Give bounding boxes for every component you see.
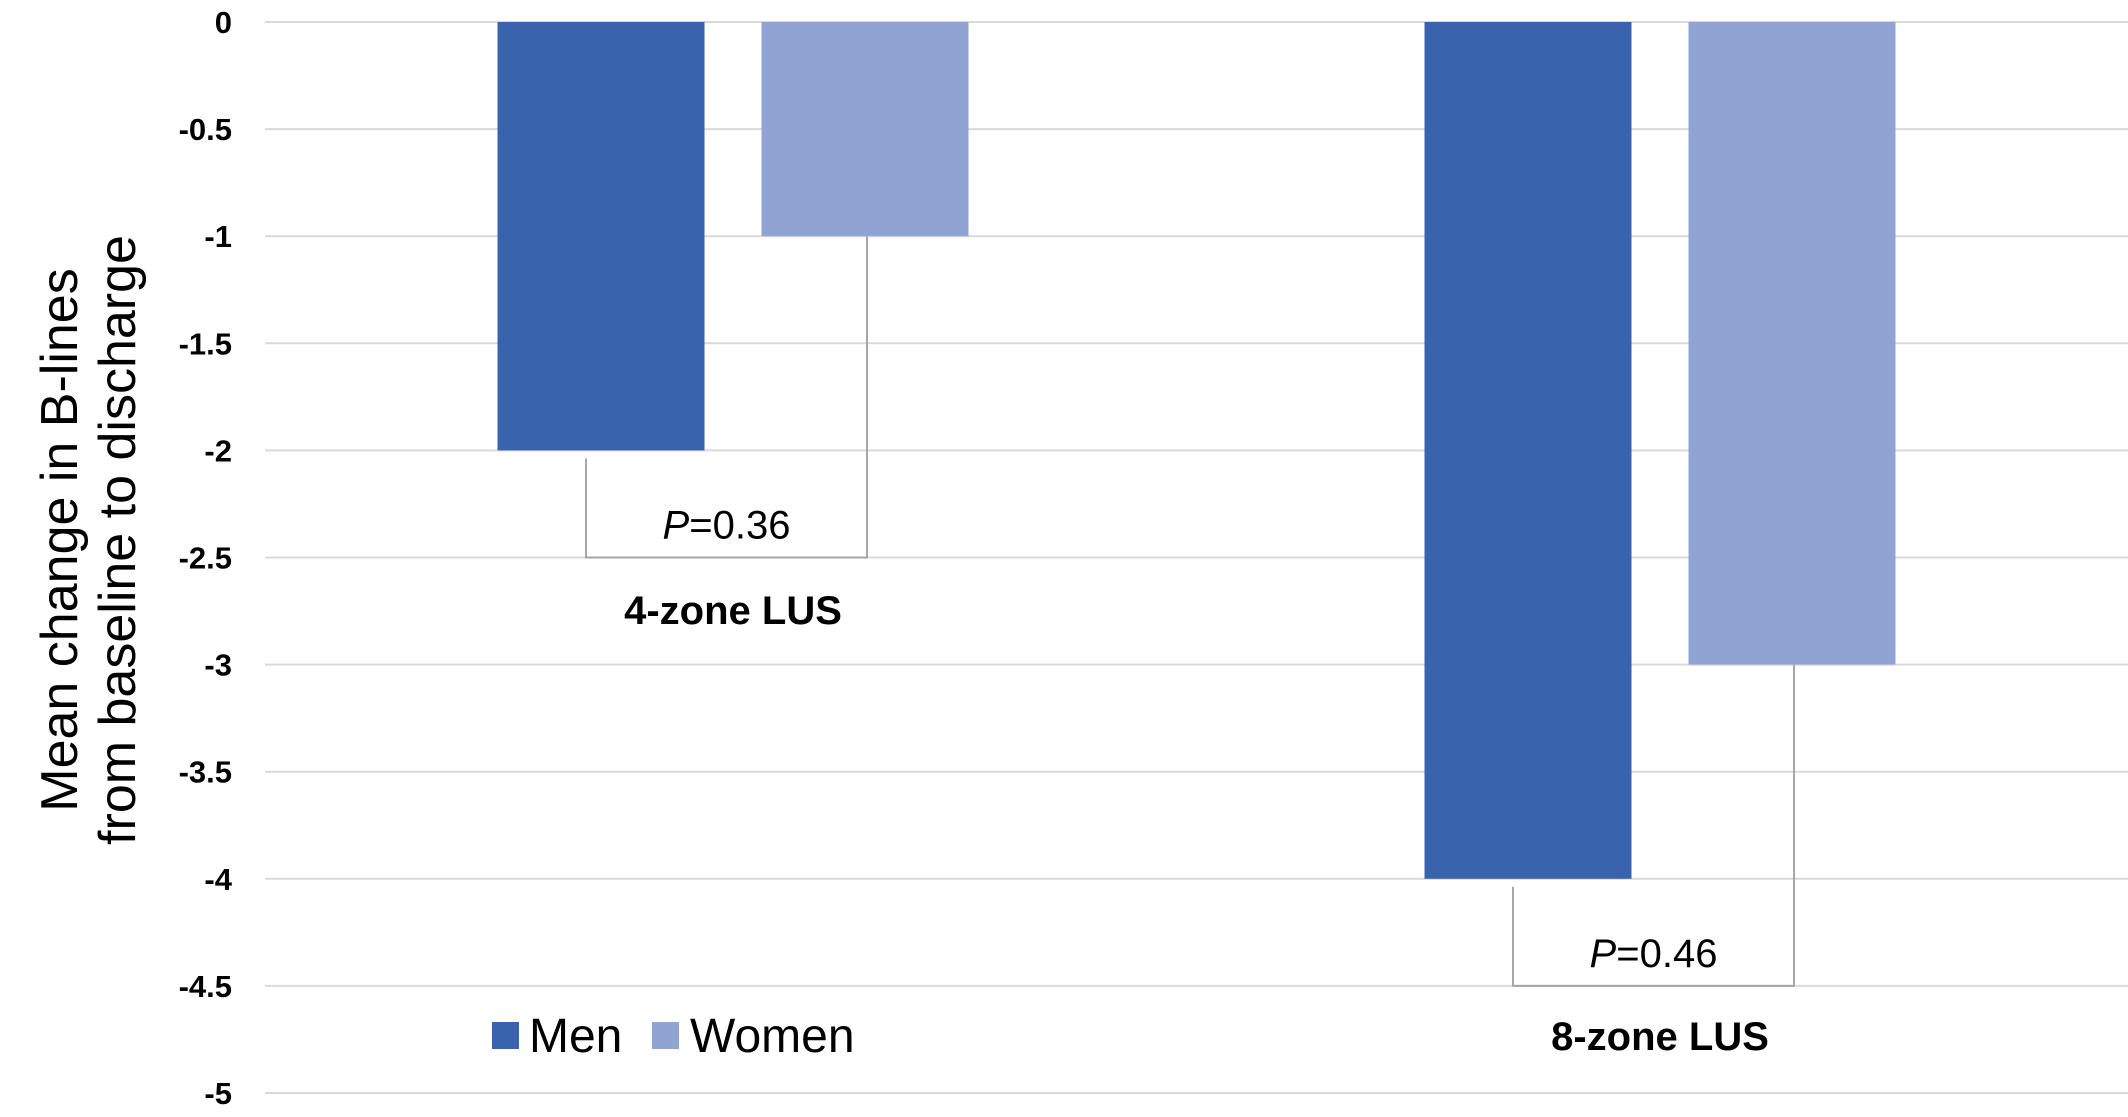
bar-women-1 <box>761 22 969 237</box>
legend-label-men: Men <box>529 1010 622 1063</box>
y-tick-label: -3 <box>204 648 232 683</box>
category-labels: 4-zone LUS 8-zone LUS <box>624 589 1769 1059</box>
p-value-label: P=0.36 <box>663 504 791 548</box>
y-tick-label: -2 <box>204 433 232 468</box>
bar-women-2 <box>1688 22 1896 665</box>
y-axis-title: Mean change in B-lines from baseline to d… <box>31 235 147 845</box>
category-label: 4-zone LUS <box>624 589 842 633</box>
bar-men-1 <box>497 22 705 451</box>
y-tick-label: -4.5 <box>179 969 232 1004</box>
legend-swatch-men <box>492 1022 519 1049</box>
y-tick-label: -3.5 <box>179 755 232 790</box>
bars <box>497 22 1896 879</box>
p-value-bracket <box>585 236 868 559</box>
p-value-bracket <box>1512 664 1795 987</box>
y-axis-title-line: Mean change in B-lines <box>31 268 89 811</box>
legend: Men Women <box>492 1010 855 1063</box>
y-tick-label: -4 <box>204 862 232 897</box>
y-tick-labels: 0 -0.5 -1 -1.5 -2 -2.5 -3 -3.5 -4 -4.5 -5 <box>179 5 233 1111</box>
p-letter: P <box>663 504 690 548</box>
p-value: =0.36 <box>689 504 790 548</box>
y-axis-title-line: from baseline to discharge <box>89 235 147 845</box>
y-tick-label: -1.5 <box>179 326 232 361</box>
p-value-label: P=0.46 <box>1590 932 1718 976</box>
legend-swatch-women <box>652 1022 679 1049</box>
legend-label-women: Women <box>690 1010 855 1063</box>
p-letter: P <box>1590 932 1617 976</box>
y-tick-label: -5 <box>204 1076 232 1111</box>
p-value-brackets: P=0.36P=0.46 <box>585 236 1795 987</box>
y-tick-label: 0 <box>215 5 232 40</box>
bar-men-2 <box>1424 22 1632 879</box>
y-tick-label: -2.5 <box>179 541 232 576</box>
p-value: =0.46 <box>1616 932 1717 976</box>
y-tick-label: -1 <box>204 219 232 254</box>
category-label: 8-zone LUS <box>1551 1015 1769 1059</box>
y-tick-label: -0.5 <box>179 112 232 147</box>
